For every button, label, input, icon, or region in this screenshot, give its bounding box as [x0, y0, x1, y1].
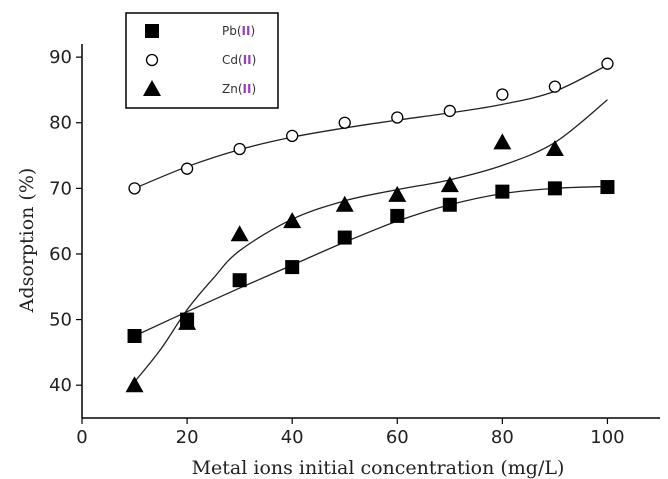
x-tick-label: 80 — [491, 427, 514, 448]
data-point-circle — [496, 88, 509, 101]
data-point-square — [390, 208, 405, 223]
data-point-square — [495, 184, 510, 199]
x-tick-label: 0 — [76, 427, 87, 448]
fit-curves — [134, 64, 608, 383]
data-point-square — [442, 197, 457, 212]
data-point-square — [285, 260, 300, 275]
data-point-square — [232, 273, 247, 288]
data-point-circle — [548, 80, 562, 93]
legend: Pb(II) Cd(II) Zn(II) — [125, 12, 279, 109]
plot-area — [76, 44, 660, 424]
y-tick-label: 70 — [49, 178, 72, 199]
fit-curve-triangle — [134, 99, 608, 383]
data-markers — [125, 57, 615, 393]
data-point-circle — [286, 129, 299, 143]
x-tick-labels: 0 20 40 60 80 100 — [76, 427, 624, 448]
legend-label: Pb(II) — [222, 24, 255, 38]
data-point-triangle — [335, 195, 354, 212]
legend-marker-triangle — [143, 80, 161, 96]
data-point-circle — [180, 162, 194, 175]
data-point-triangle — [230, 225, 249, 242]
y-tick-label: 90 — [49, 47, 72, 68]
y-tick-label: 50 — [49, 310, 72, 331]
x-axis-title: Metal ions initial concentration (mg/L) — [192, 457, 565, 479]
y-axis-title: Adsorption (%) — [16, 168, 38, 314]
data-point-triangle — [388, 185, 407, 202]
data-point-circle — [391, 111, 404, 124]
y-tick-label: 80 — [49, 113, 72, 134]
data-point-square — [547, 181, 562, 196]
legend-label: Zn(II) — [222, 82, 256, 96]
data-point-triangle — [178, 313, 197, 330]
data-point-triangle — [125, 376, 144, 393]
x-tick-label: 60 — [386, 427, 409, 448]
data-point-circle — [601, 57, 614, 70]
data-point-triangle — [283, 212, 302, 229]
legend-marker-square — [145, 24, 159, 38]
y-tick-label: 40 — [49, 375, 72, 396]
data-point-triangle — [440, 176, 459, 193]
legend-label: Cd(II) — [222, 53, 256, 67]
data-point-circle — [443, 104, 456, 118]
data-point-circle — [338, 116, 351, 129]
fit-curve-circle — [134, 64, 608, 189]
data-point-triangle — [493, 133, 512, 150]
x-tick-label: 40 — [281, 427, 304, 448]
data-point-square — [337, 230, 352, 245]
legend-marker-circle — [145, 53, 159, 67]
y-tick-label: 60 — [49, 244, 72, 265]
data-point-circle — [128, 182, 141, 195]
x-tick-label: 100 — [590, 427, 624, 448]
data-point-circle — [233, 142, 246, 156]
fit-curve-square — [134, 185, 608, 337]
data-point-square — [127, 328, 142, 343]
x-tick-label: 20 — [176, 427, 199, 448]
data-point-triangle — [545, 139, 564, 156]
data-point-square — [600, 180, 615, 195]
y-tick-labels: 40 50 60 70 80 90 — [49, 47, 72, 396]
